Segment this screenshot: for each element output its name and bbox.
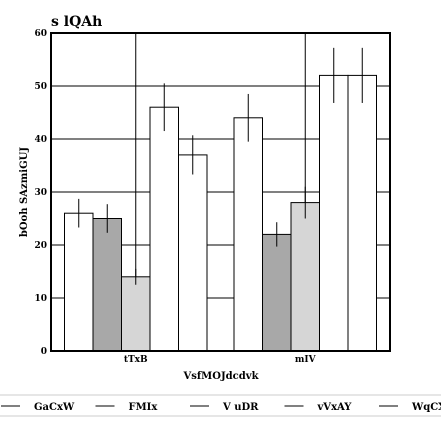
bar-GaCxW-tTxB (64, 212, 94, 352)
y-tick-label: 0 (41, 347, 47, 357)
legend-label: FMIx (129, 402, 159, 413)
x-axis-label: VsfMOJdcdvk (182, 371, 259, 382)
y-axis-ticks: 0 10 20 30 40 50 60 (34, 29, 47, 357)
bar-WqCX-mIV (347, 74, 377, 352)
x-tick-label: tTxB (124, 355, 148, 365)
error-bars (78, 47, 363, 285)
legend-label: V uDR (222, 402, 259, 413)
y-tick-label: 20 (34, 241, 47, 251)
chart-title: s lQAh (51, 14, 102, 30)
bar-vVxAY-mIV (319, 74, 349, 352)
legend-label: vVxAY (317, 402, 353, 413)
bar-V-uDR-mIV (290, 202, 320, 352)
bar-FMIx-mIV (262, 233, 292, 352)
bars (64, 74, 377, 352)
bar-vVxAY-tTxB (149, 106, 179, 352)
y-tick-label: 30 (34, 188, 47, 198)
legend: GaCxW FMIx V uDR vVxAY WqCX (0, 394, 441, 417)
y-tick-label: 60 (34, 29, 47, 39)
y-axis-label: bOoh SAzmiGUJ (19, 147, 30, 237)
bar-WqCX-tTxB (178, 154, 208, 352)
bar-FMIx-tTxB (92, 218, 122, 352)
plot-frame (50, 32, 391, 352)
legend-label: GaCxW (34, 402, 75, 413)
legend-box (0, 394, 441, 417)
bar-V-uDR-tTxB (121, 276, 151, 352)
x-tick-label: mIV (295, 355, 317, 365)
y-tick-label: 40 (34, 135, 47, 145)
legend-label: WqCX (411, 402, 441, 413)
bar-GaCxW-mIV (233, 117, 263, 352)
y-tick-label: 50 (34, 82, 47, 92)
y-tick-label: 10 (34, 294, 47, 304)
x-axis-ticks: tTxB mIV (124, 355, 317, 365)
